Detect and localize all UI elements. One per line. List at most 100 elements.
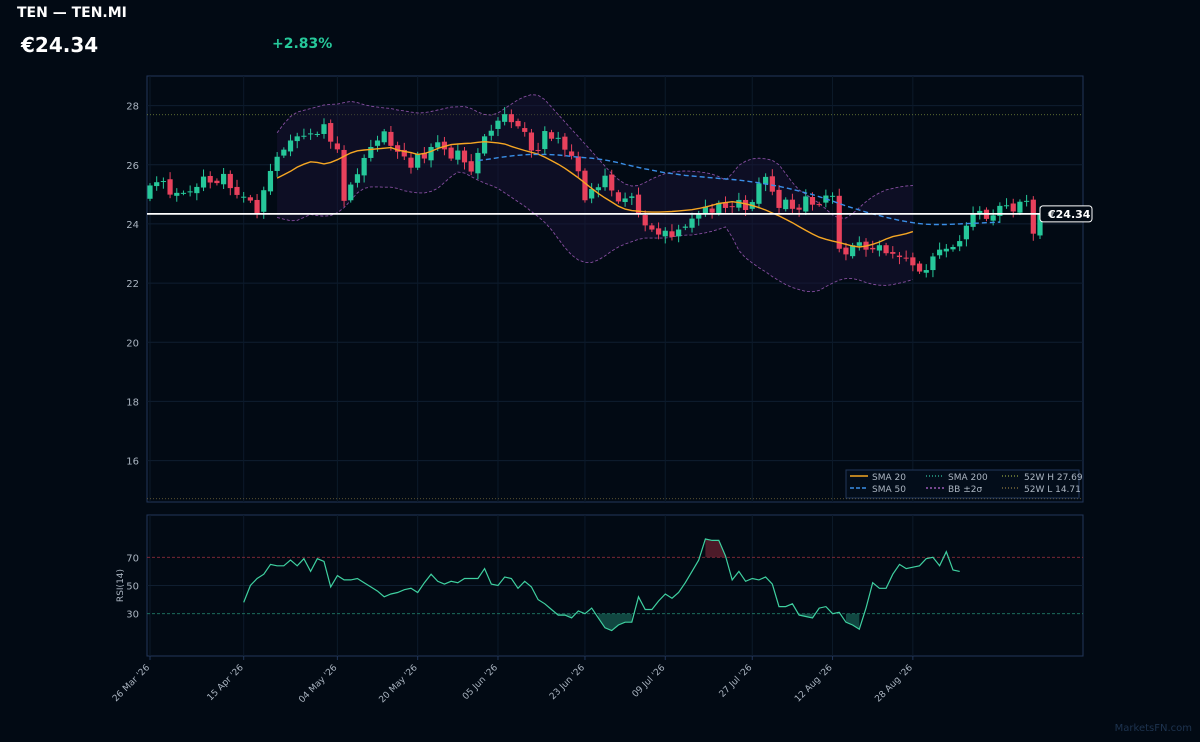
candle-body: [602, 175, 608, 188]
x-tick-label: 05 Jun '26: [461, 663, 500, 702]
rsi-line: [243, 538, 960, 632]
y-tick-label: 24: [126, 220, 139, 231]
candle-body: [361, 157, 367, 176]
candle-body: [943, 248, 949, 252]
candle-body: [421, 152, 427, 159]
rsi-oversold-fill: [558, 613, 860, 631]
candle-body: [629, 196, 635, 198]
candle-body: [702, 206, 709, 214]
candle-body: [796, 207, 802, 210]
candle-body: [689, 218, 695, 228]
y-tick-label: 26: [126, 161, 139, 172]
candle-body: [642, 215, 648, 226]
y-tick-label: 20: [126, 338, 139, 349]
last-price-label: €24.34: [1047, 208, 1091, 221]
candle-body: [923, 270, 929, 273]
x-tick-label: 12 Aug '26: [793, 663, 835, 705]
candle-body: [1010, 203, 1016, 212]
candle-body: [180, 192, 187, 194]
candle-body: [234, 186, 240, 195]
candle-body: [461, 150, 468, 163]
candle-body: [836, 195, 842, 249]
candle-body: [562, 136, 568, 150]
candle-body: [415, 154, 421, 168]
candle-body: [896, 255, 903, 258]
x-tick-label: 27 Jul '26: [718, 663, 755, 700]
y-tick-label: 28: [126, 102, 139, 113]
candle-body: [200, 176, 207, 188]
candle-body: [1003, 205, 1010, 207]
candle-body: [548, 132, 555, 139]
candle-body: [488, 130, 494, 136]
bollinger-upper-line: [276, 94, 913, 219]
candle-body: [301, 135, 307, 137]
sma20-line: [276, 140, 914, 248]
candle-body: [314, 133, 320, 135]
candle-body: [783, 199, 789, 210]
candle-body: [676, 229, 682, 237]
legend-label-sma200: SMA 200: [948, 473, 988, 483]
candle-body: [609, 174, 615, 191]
candle-body: [475, 152, 481, 174]
candle-body: [1024, 200, 1030, 202]
main-price-panel[interactable]: 16 18 20 22 24 26 28 €24.34: [126, 75, 1093, 503]
candle-body: [535, 149, 541, 151]
candle-body: [207, 175, 213, 183]
candle-body: [254, 199, 260, 214]
candle-body: [455, 150, 461, 160]
candle-body: [595, 187, 601, 191]
candle-body: [903, 257, 909, 259]
sma50-line: [477, 153, 1000, 226]
candle-body: [1037, 213, 1043, 236]
candle-body: [334, 143, 340, 150]
candle-body: [160, 181, 166, 183]
candle-body: [542, 131, 548, 150]
candle-body: [1017, 201, 1023, 213]
candle-body: [763, 176, 769, 184]
candle-body: [662, 230, 668, 237]
candle-body: [716, 202, 722, 214]
candle-body: [568, 151, 575, 156]
legend-box: [845, 469, 1080, 499]
candle-body: [368, 147, 374, 158]
candle-body: [635, 194, 642, 214]
candle-body: [287, 140, 294, 152]
candle-body: [957, 241, 963, 247]
candle-body: [154, 182, 160, 187]
candle-body: [495, 120, 501, 129]
candle-body: [756, 183, 762, 204]
candle-body: [850, 245, 856, 257]
candle-body: [515, 120, 521, 127]
ticker-title: TEN — TEN.MI: [17, 5, 127, 21]
candle-body: [294, 136, 300, 142]
candle-body: [970, 213, 976, 227]
candle-body: [174, 192, 180, 196]
candle-body: [194, 186, 200, 194]
candle-body: [829, 195, 836, 197]
candle-body: [401, 149, 407, 157]
candle-body: [856, 242, 862, 246]
candle-body: [769, 176, 775, 192]
candle-body: [508, 114, 514, 123]
candle-body: [428, 147, 434, 161]
candle-body: [582, 170, 588, 201]
candle-body: [883, 245, 889, 254]
candle-body: [308, 133, 314, 135]
last-price-badge: [1039, 205, 1093, 223]
rsi-y-tick-label: 30: [126, 610, 139, 621]
candle-body: [997, 205, 1003, 216]
legend-label-bollinger: BB ±2σ: [948, 485, 982, 495]
x-tick-label: 20 May '26: [378, 663, 420, 705]
candle-body: [555, 137, 561, 139]
candle-body: [468, 161, 474, 172]
candle-body: [649, 225, 655, 230]
candle-body: [870, 247, 876, 250]
candle-body: [247, 197, 253, 201]
y-tick-label: 22: [126, 279, 139, 290]
price-change-percent: +2.83%: [272, 36, 333, 52]
candle-body: [528, 132, 535, 151]
candle-body: [736, 199, 742, 208]
candle-body: [341, 149, 347, 201]
